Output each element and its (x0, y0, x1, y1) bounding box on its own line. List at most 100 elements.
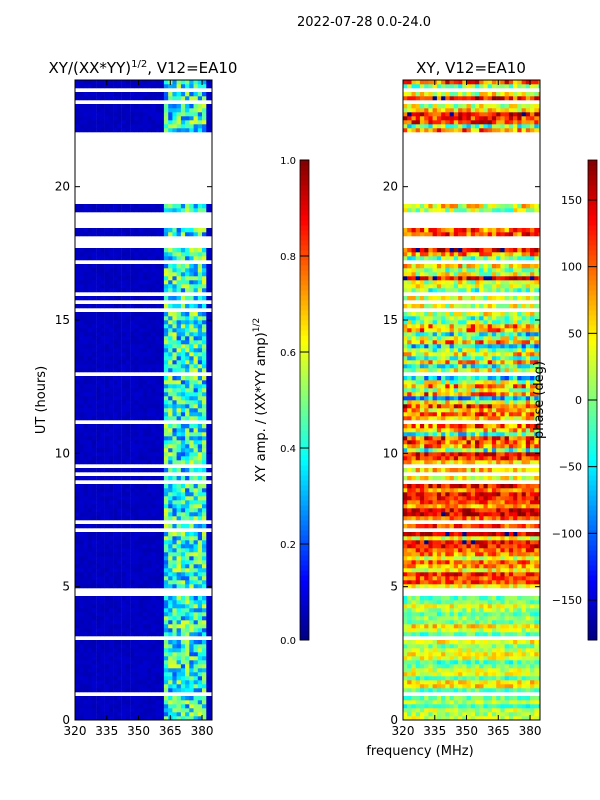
heatmap-cell (113, 208, 118, 213)
heatmap-cell (449, 640, 455, 645)
heatmap-cell (125, 276, 131, 281)
heatmap-cell (130, 492, 135, 497)
heatmap-cell (79, 680, 84, 685)
heatmap-cell (83, 620, 88, 625)
heatmap-cell (151, 580, 156, 585)
heatmap-cell (483, 676, 488, 681)
heatmap-cell (147, 444, 152, 449)
heatmap-cell (176, 584, 182, 589)
heatmap-cell (134, 492, 139, 497)
heatmap-cell (142, 508, 148, 513)
heatmap-cell (155, 492, 160, 497)
heatmap-cell (100, 696, 105, 701)
heatmap-cell (176, 524, 182, 529)
heatmap-cell (104, 712, 110, 717)
heatmap-cell (91, 536, 97, 541)
heatmap-cell (500, 696, 505, 701)
heatmap-cell (449, 684, 455, 689)
heatmap-cell (419, 696, 425, 701)
heatmap-cell (445, 696, 450, 701)
heatmap-cell (142, 424, 148, 429)
heatmap-cell (134, 660, 139, 665)
heatmap-cell (419, 704, 425, 709)
heatmap-cell (538, 620, 541, 625)
heatmap-cell (163, 672, 169, 677)
heatmap-cell (155, 696, 160, 701)
heatmap-cell (436, 612, 442, 617)
heatmap-cell (113, 124, 118, 129)
heatmap-cell (202, 468, 207, 473)
heatmap-cell (79, 296, 84, 301)
heatmap-cell (142, 628, 148, 633)
heatmap-cell (96, 392, 101, 397)
heatmap-cell (210, 204, 213, 209)
heatmap-cell (121, 248, 127, 253)
heatmap-cell (100, 568, 105, 573)
heatmap-cell (159, 116, 165, 121)
heatmap-cell (538, 676, 541, 681)
heatmap-cell (530, 684, 535, 689)
heatmap-cell (159, 252, 165, 257)
heatmap-cell (210, 632, 213, 637)
heatmap-cell (113, 488, 118, 493)
heatmap-cell (513, 616, 518, 621)
heatmap-cell (130, 348, 135, 353)
heatmap-cell (91, 360, 97, 365)
heatmap-cell (155, 640, 160, 645)
heatmap-cell (79, 572, 84, 577)
heatmap-cell (415, 604, 421, 609)
heatmap-cell (525, 656, 531, 661)
heatmap-cell (91, 564, 97, 569)
heatmap-cell (108, 652, 114, 657)
heatmap-cell (530, 648, 535, 653)
heatmap-cell (142, 352, 148, 357)
heatmap-cell (91, 388, 97, 393)
heatmap-cell (91, 328, 97, 333)
heatmap-cell (210, 340, 213, 345)
heatmap-cell (91, 84, 97, 89)
heatmap-cell (202, 304, 207, 309)
heatmap-cell (470, 676, 476, 681)
heatmap-cell (108, 356, 114, 361)
heatmap-cell (496, 616, 501, 621)
heatmap-cell (403, 716, 408, 721)
heatmap-cell (453, 620, 459, 625)
colorbar-swatch (300, 470, 309, 476)
heatmap-cell (172, 396, 177, 401)
heatmap-cell (202, 700, 207, 705)
heatmap-cell (202, 280, 207, 285)
heatmap-cell (462, 608, 467, 613)
heatmap-cell (470, 700, 476, 705)
heatmap-cell (189, 364, 194, 369)
heatmap-cell (151, 468, 156, 473)
heatmap-cell (424, 640, 429, 645)
heatmap-cell (138, 512, 143, 517)
heatmap-cell (83, 696, 88, 701)
heatmap-cell (130, 124, 135, 129)
heatmap-cell (534, 684, 539, 689)
heatmap-cell (210, 344, 213, 349)
heatmap-cell (163, 336, 169, 341)
heatmap-cell (159, 424, 165, 429)
heatmap-cell (172, 348, 177, 353)
heatmap-cell (163, 128, 169, 133)
heatmap-cell (168, 660, 173, 665)
heatmap-cell (185, 600, 190, 605)
heatmap-cell (202, 652, 207, 657)
heatmap-cell (180, 656, 186, 661)
heatmap-cell (185, 532, 190, 537)
heatmap-cell (407, 680, 412, 685)
heatmap-cell (108, 84, 114, 89)
heatmap-cell (458, 688, 463, 693)
heatmap-cell (176, 332, 182, 337)
heatmap-cell (193, 332, 199, 337)
heatmap-cell (100, 508, 105, 513)
heatmap-cell (113, 664, 118, 669)
heatmap-cell (185, 380, 190, 385)
heatmap-cell (517, 716, 522, 721)
heatmap-cell (172, 296, 177, 301)
heatmap-cell (155, 112, 160, 117)
heatmap-cell (125, 320, 131, 325)
heatmap-cell (142, 404, 148, 409)
heatmap-cell (185, 356, 190, 361)
